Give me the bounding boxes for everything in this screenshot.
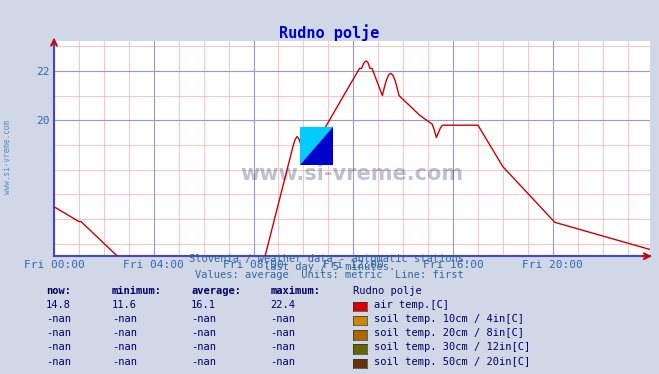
Text: -nan: -nan <box>270 328 295 338</box>
Text: -nan: -nan <box>46 357 71 367</box>
Text: -nan: -nan <box>112 343 137 352</box>
Text: Values: average  Units: metric  Line: first: Values: average Units: metric Line: firs… <box>195 270 464 280</box>
Text: 16.1: 16.1 <box>191 300 216 310</box>
Text: 14.8: 14.8 <box>46 300 71 310</box>
Text: Rudno polje: Rudno polje <box>353 286 421 295</box>
Text: -nan: -nan <box>112 328 137 338</box>
Text: Slovenia / weather data - automatic stations.: Slovenia / weather data - automatic stat… <box>189 254 470 264</box>
Polygon shape <box>300 127 333 165</box>
Text: soil temp. 50cm / 20in[C]: soil temp. 50cm / 20in[C] <box>374 357 530 367</box>
Text: Rudno polje: Rudno polje <box>279 24 380 41</box>
Text: -nan: -nan <box>191 357 216 367</box>
Text: -nan: -nan <box>46 343 71 352</box>
Text: -nan: -nan <box>191 343 216 352</box>
Text: soil temp. 30cm / 12in[C]: soil temp. 30cm / 12in[C] <box>374 343 530 352</box>
Text: -nan: -nan <box>112 357 137 367</box>
Text: average:: average: <box>191 286 241 295</box>
Text: -nan: -nan <box>46 328 71 338</box>
Text: now:: now: <box>46 286 71 295</box>
Polygon shape <box>300 127 333 165</box>
Text: minimum:: minimum: <box>112 286 162 295</box>
Text: air temp.[C]: air temp.[C] <box>374 300 449 310</box>
Text: maximum:: maximum: <box>270 286 320 295</box>
Text: 22.4: 22.4 <box>270 300 295 310</box>
Text: last day / 5 minutes.: last day / 5 minutes. <box>264 262 395 272</box>
Text: soil temp. 20cm / 8in[C]: soil temp. 20cm / 8in[C] <box>374 328 524 338</box>
Text: soil temp. 10cm / 4in[C]: soil temp. 10cm / 4in[C] <box>374 314 524 324</box>
Text: -nan: -nan <box>191 328 216 338</box>
Text: -nan: -nan <box>112 314 137 324</box>
Text: www.si-vreme.com: www.si-vreme.com <box>3 120 13 194</box>
Text: -nan: -nan <box>46 314 71 324</box>
Text: -nan: -nan <box>270 357 295 367</box>
Text: www.si-vreme.com: www.si-vreme.com <box>241 165 464 184</box>
Text: -nan: -nan <box>270 343 295 352</box>
Text: -nan: -nan <box>270 314 295 324</box>
Text: 11.6: 11.6 <box>112 300 137 310</box>
Text: -nan: -nan <box>191 314 216 324</box>
